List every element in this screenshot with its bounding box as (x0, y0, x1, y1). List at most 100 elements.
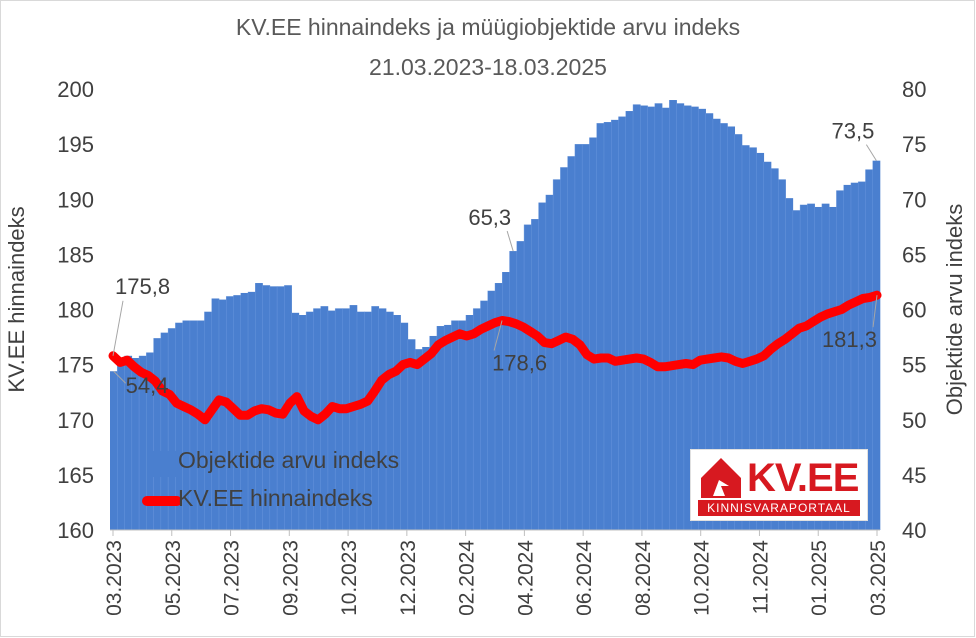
bar (741, 145, 750, 531)
y-left-tick-label: 180 (57, 298, 94, 323)
bar (386, 311, 394, 530)
bar (640, 105, 648, 530)
legend-label-bars: Objektide arvu indeks (178, 447, 400, 473)
y-left-tick-label: 185 (57, 242, 94, 267)
bar (458, 320, 467, 530)
legend-swatch-line (142, 496, 182, 506)
bar (589, 137, 597, 530)
bar (160, 332, 169, 530)
bar (683, 105, 692, 530)
bar (465, 315, 474, 530)
bar (422, 346, 430, 530)
y-left-tick-label: 165 (57, 463, 94, 488)
x-tick-label: 10.2023 (338, 540, 361, 616)
bar (553, 179, 561, 530)
bar (378, 308, 387, 530)
bar (603, 122, 612, 530)
bar (836, 190, 844, 530)
bar (451, 320, 459, 530)
y-right-tick-label: 75 (902, 132, 926, 157)
bar-data-label: 54,4 (126, 373, 169, 398)
bar (574, 144, 583, 531)
y-left-axis-title: KV.EE hinnaindeks (4, 206, 29, 392)
bar (168, 328, 176, 530)
bar (872, 160, 881, 530)
bar (211, 298, 220, 530)
kv-ee-logo: KV.EE KINNISVARAPORTAAL (690, 449, 868, 521)
logo-wordmark: KV.EE (747, 456, 859, 500)
bar (524, 224, 532, 531)
bar (727, 126, 736, 531)
bar-data-label-leader (113, 370, 126, 384)
x-tick-label: 03.2023 (103, 540, 126, 616)
bar (800, 204, 808, 530)
y-right-tick-label: 65 (902, 242, 926, 267)
bar (691, 106, 699, 530)
bar (153, 338, 162, 530)
bar (865, 169, 874, 531)
bar (407, 339, 416, 530)
house-icon (701, 458, 741, 498)
bar (843, 184, 852, 531)
bar (582, 144, 590, 531)
bar-data-label: 65,3 (468, 205, 511, 230)
bar (277, 286, 285, 530)
bar (182, 320, 191, 530)
bar (778, 179, 786, 530)
x-tick-label: 07.2023 (221, 540, 244, 616)
x-tick-label: 06.2024 (573, 540, 596, 616)
bar (676, 103, 685, 530)
y-left-tick-label: 160 (57, 518, 94, 543)
y-right-tick-label: 60 (902, 298, 926, 323)
y-right-tick-label: 70 (902, 187, 926, 212)
x-tick-label: 01.2025 (808, 540, 831, 616)
chart-subtitle: 21.03.2023-18.03.2025 (369, 54, 607, 80)
bar (226, 296, 234, 530)
bar (335, 308, 343, 530)
bar (146, 352, 154, 530)
bar (197, 320, 205, 530)
bar (117, 360, 125, 530)
line-data-label: 175,8 (115, 274, 170, 299)
bar (560, 167, 568, 530)
bar (298, 315, 307, 530)
bar (625, 111, 634, 531)
x-tick-label: 11.2024 (749, 540, 772, 615)
y-left-tick-label: 190 (57, 187, 94, 212)
bar (400, 322, 409, 530)
logo-subtitle: KINNISVARAPORTAAL (698, 500, 860, 516)
bar (698, 108, 706, 530)
bar (124, 355, 133, 530)
data-labels: 54,4 65,3 73,5 175,8 178,6 181,3 (112, 119, 878, 398)
chart-title: KV.EE hinnaindeks ja müügiobjektide arvu… (235, 14, 741, 40)
bar (139, 355, 147, 530)
bar (516, 241, 525, 530)
bar (342, 308, 351, 530)
bar (545, 194, 554, 530)
bar (393, 315, 401, 530)
axes: 160 165 170 175 180 185 190 195 200 40 45 50 55 60 65 7… (4, 77, 967, 616)
line-data-label-leader (493, 320, 503, 351)
line-data-label: 178,6 (492, 351, 547, 376)
y-right-tick-label: 80 (902, 77, 926, 102)
y-right-axis-title: Objektide arvu indeks (942, 204, 967, 416)
bar (850, 182, 859, 530)
bar (473, 308, 481, 530)
bar (444, 324, 452, 530)
bar (611, 119, 619, 531)
y-right-tick-label: 50 (902, 408, 926, 433)
bar (756, 152, 765, 530)
bar (618, 116, 627, 530)
bar (291, 312, 300, 530)
bar (218, 299, 227, 530)
bar (654, 103, 663, 530)
legend-swatch-bars (148, 451, 176, 477)
bar (538, 202, 547, 530)
bar (734, 134, 743, 530)
x-tick-label: 05.2023 (162, 540, 185, 616)
x-tick-label: 10.2024 (691, 540, 714, 616)
y-left-tick-label: 170 (57, 408, 94, 433)
bar (327, 310, 336, 530)
bar (531, 219, 539, 530)
